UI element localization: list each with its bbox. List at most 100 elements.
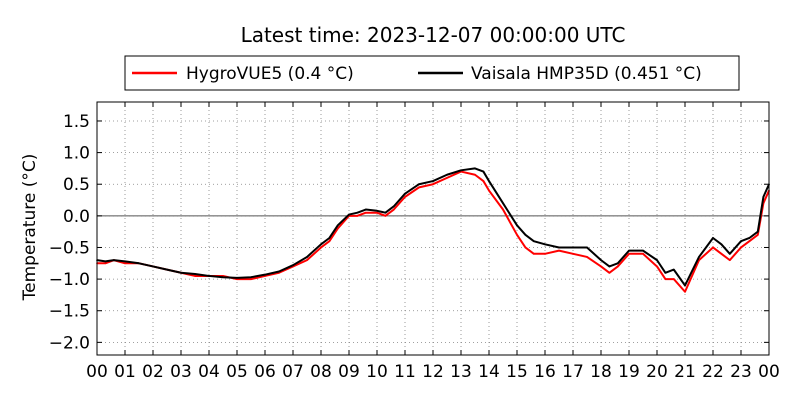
x-tick-label: 22 xyxy=(702,362,724,382)
point-vaisala xyxy=(516,224,518,227)
point-vaisala xyxy=(729,253,731,255)
ticks xyxy=(96,102,770,355)
point-hygrovue5 xyxy=(320,246,322,249)
x-tick-label: 21 xyxy=(674,362,696,382)
x-tick-label: 00 xyxy=(86,362,108,382)
point-hygrovue5 xyxy=(104,262,107,265)
x-tick-label: 00 xyxy=(758,362,780,382)
point-hygrovue5 xyxy=(740,246,742,249)
point-vaisala xyxy=(656,259,658,261)
legend-label-hygrovue5: HygroVUE5 (0.4 °C) xyxy=(186,64,354,84)
point-vaisala xyxy=(236,277,238,279)
point-vaisala xyxy=(278,270,280,273)
point-hygrovue5 xyxy=(488,189,490,192)
point-vaisala xyxy=(152,265,154,268)
point-hygrovue5 xyxy=(482,180,485,182)
x-tick-label: 09 xyxy=(338,362,360,382)
point-vaisala xyxy=(502,202,504,204)
y-tick-label: −1.0 xyxy=(49,270,90,290)
legend-label-vaisala: Vaisala HMP35D (0.451 °C) xyxy=(471,64,702,84)
point-vaisala xyxy=(628,249,630,252)
point-hygrovue5 xyxy=(544,253,546,255)
point-hygrovue5 xyxy=(720,253,723,255)
y-tick-labels: −2.0 −1.5 −1.0 −0.5 0.0 0.5 1.0 1.5 xyxy=(49,112,90,353)
point-hygrovue5 xyxy=(673,278,675,280)
point-vaisala xyxy=(320,243,322,246)
series-line-hygrovue5 xyxy=(97,170,770,293)
point-vaisala xyxy=(180,271,182,274)
point-vaisala xyxy=(748,237,751,239)
point-hygrovue5 xyxy=(729,259,731,261)
point-vaisala xyxy=(208,275,210,277)
x-tick-label: 06 xyxy=(254,362,276,382)
point-hygrovue5 xyxy=(393,208,395,211)
point-vaisala xyxy=(762,196,765,198)
x-tick-label: 19 xyxy=(618,362,640,382)
point-hygrovue5 xyxy=(600,265,602,268)
point-hygrovue5 xyxy=(124,262,126,265)
point-vaisala xyxy=(264,273,266,276)
y-axis-label: Temperature (°C) xyxy=(20,154,40,302)
point-hygrovue5 xyxy=(356,215,359,217)
point-hygrovue5 xyxy=(656,265,658,268)
series-line-vaisala xyxy=(96,167,770,287)
point-vaisala xyxy=(124,260,126,263)
legend: HygroVUE5 (0.4 °C) Vaisala HMP35D (0.451… xyxy=(124,55,740,91)
point-vaisala xyxy=(608,265,611,268)
x-tick-label: 13 xyxy=(450,362,472,382)
x-tick-label: 20 xyxy=(646,362,668,382)
point-hygrovue5 xyxy=(617,265,619,268)
point-vaisala xyxy=(356,211,359,214)
point-hygrovue5 xyxy=(337,227,339,230)
point-vaisala xyxy=(642,249,644,252)
point-hygrovue5 xyxy=(376,211,378,214)
x-tick-label: 08 xyxy=(310,362,332,382)
point-hygrovue5 xyxy=(516,234,518,236)
point-vaisala xyxy=(348,213,350,216)
x-tick-label: 02 xyxy=(142,362,164,382)
point-vaisala xyxy=(757,230,759,233)
point-vaisala xyxy=(533,240,535,242)
chart-title: Latest time: 2023-12-07 00:00:00 UTC xyxy=(241,23,626,47)
point-vaisala xyxy=(673,268,675,271)
point-vaisala xyxy=(544,243,546,246)
point-hygrovue5 xyxy=(418,186,420,189)
point-hygrovue5 xyxy=(404,196,406,198)
x-tick-label: 05 xyxy=(226,362,248,382)
point-hygrovue5 xyxy=(608,271,611,274)
x-tick-label: 17 xyxy=(562,362,584,382)
point-hygrovue5 xyxy=(757,234,759,236)
point-hygrovue5 xyxy=(474,173,476,176)
point-hygrovue5 xyxy=(712,246,714,249)
x-tick-label: 14 xyxy=(478,362,500,382)
point-hygrovue5 xyxy=(586,256,588,258)
point-vaisala xyxy=(460,169,462,172)
x-tick-label: 23 xyxy=(730,362,752,382)
point-vaisala xyxy=(138,262,140,265)
point-vaisala xyxy=(617,262,619,265)
x-tick-label: 01 xyxy=(114,362,136,382)
point-vaisala xyxy=(488,180,490,182)
point-hygrovue5 xyxy=(524,246,527,249)
x-tick-label: 16 xyxy=(534,362,556,382)
x-tick-label: 03 xyxy=(170,362,192,382)
point-vaisala xyxy=(328,237,331,239)
point-vaisala xyxy=(337,224,339,227)
point-hygrovue5 xyxy=(446,177,448,179)
x-tick-label: 12 xyxy=(422,362,444,382)
point-vaisala xyxy=(418,183,420,186)
point-vaisala xyxy=(572,246,574,249)
point-vaisala xyxy=(113,259,115,261)
point-vaisala xyxy=(194,273,196,275)
point-vaisala xyxy=(698,256,700,258)
x-tick-label: 04 xyxy=(198,362,220,382)
point-vaisala xyxy=(720,243,723,246)
point-vaisala xyxy=(432,180,434,182)
point-hygrovue5 xyxy=(572,253,574,255)
point-vaisala xyxy=(600,259,602,261)
point-hygrovue5 xyxy=(748,240,751,242)
point-vaisala xyxy=(586,246,588,249)
point-vaisala xyxy=(740,240,742,242)
point-vaisala xyxy=(684,284,686,287)
